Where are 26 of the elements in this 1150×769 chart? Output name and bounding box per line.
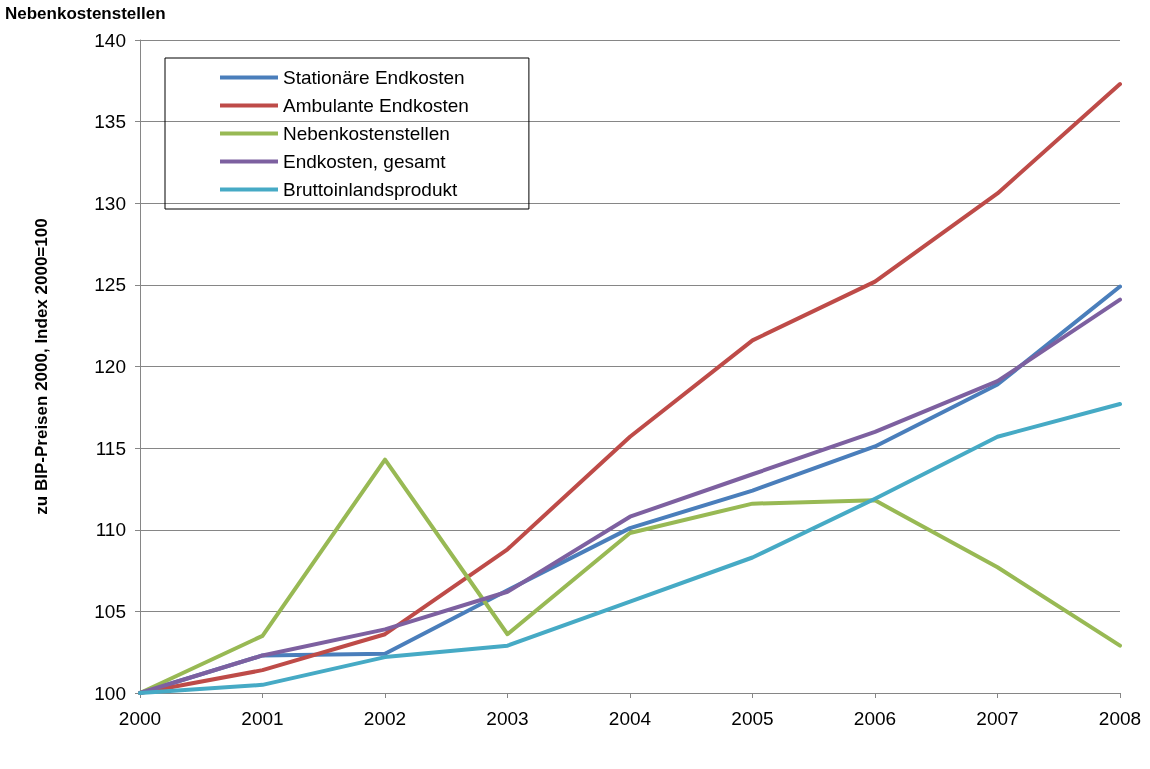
legend-label: Stationäre Endkosten [283,67,465,88]
x-tick-label: 2001 [241,708,284,729]
y-tick-label: 115 [95,437,126,459]
x-tick-label: 2006 [853,708,897,729]
x-tick-label: 2008 [1098,708,1142,729]
y-tick-label: 130 [94,192,126,214]
y-tick-label: 135 [94,111,126,133]
legend-label: Endkosten, gesamt [283,151,447,172]
x-tick-label: 2007 [976,708,1019,729]
x-tick-label: 2002 [363,708,407,729]
x-tick-label: 2000 [118,708,162,729]
x-tick-label: 2005 [731,708,774,729]
line-series [138,402,1122,695]
x-tick-label: 2003 [486,708,529,729]
chart-title: Nebenkostenstellen [5,4,166,23]
y-tick-label: 140 [94,29,126,51]
legend-label: Nebenkostenstellen [283,123,450,144]
y-tick-label: 120 [94,356,126,377]
x-tick-label: 2004 [608,708,652,729]
y-tick-label: 110 [95,519,126,541]
y-tick-label: 125 [94,274,126,296]
y-axis-title: zu BIP-Preisen 2000, Index 2000=100 [32,218,51,515]
y-tick-label: 100 [94,682,126,704]
legend-label: Ambulante Endkosten [283,95,469,116]
legend-label: Bruttoinlandsprodukt [283,179,458,200]
y-tick-label: 105 [94,600,126,622]
